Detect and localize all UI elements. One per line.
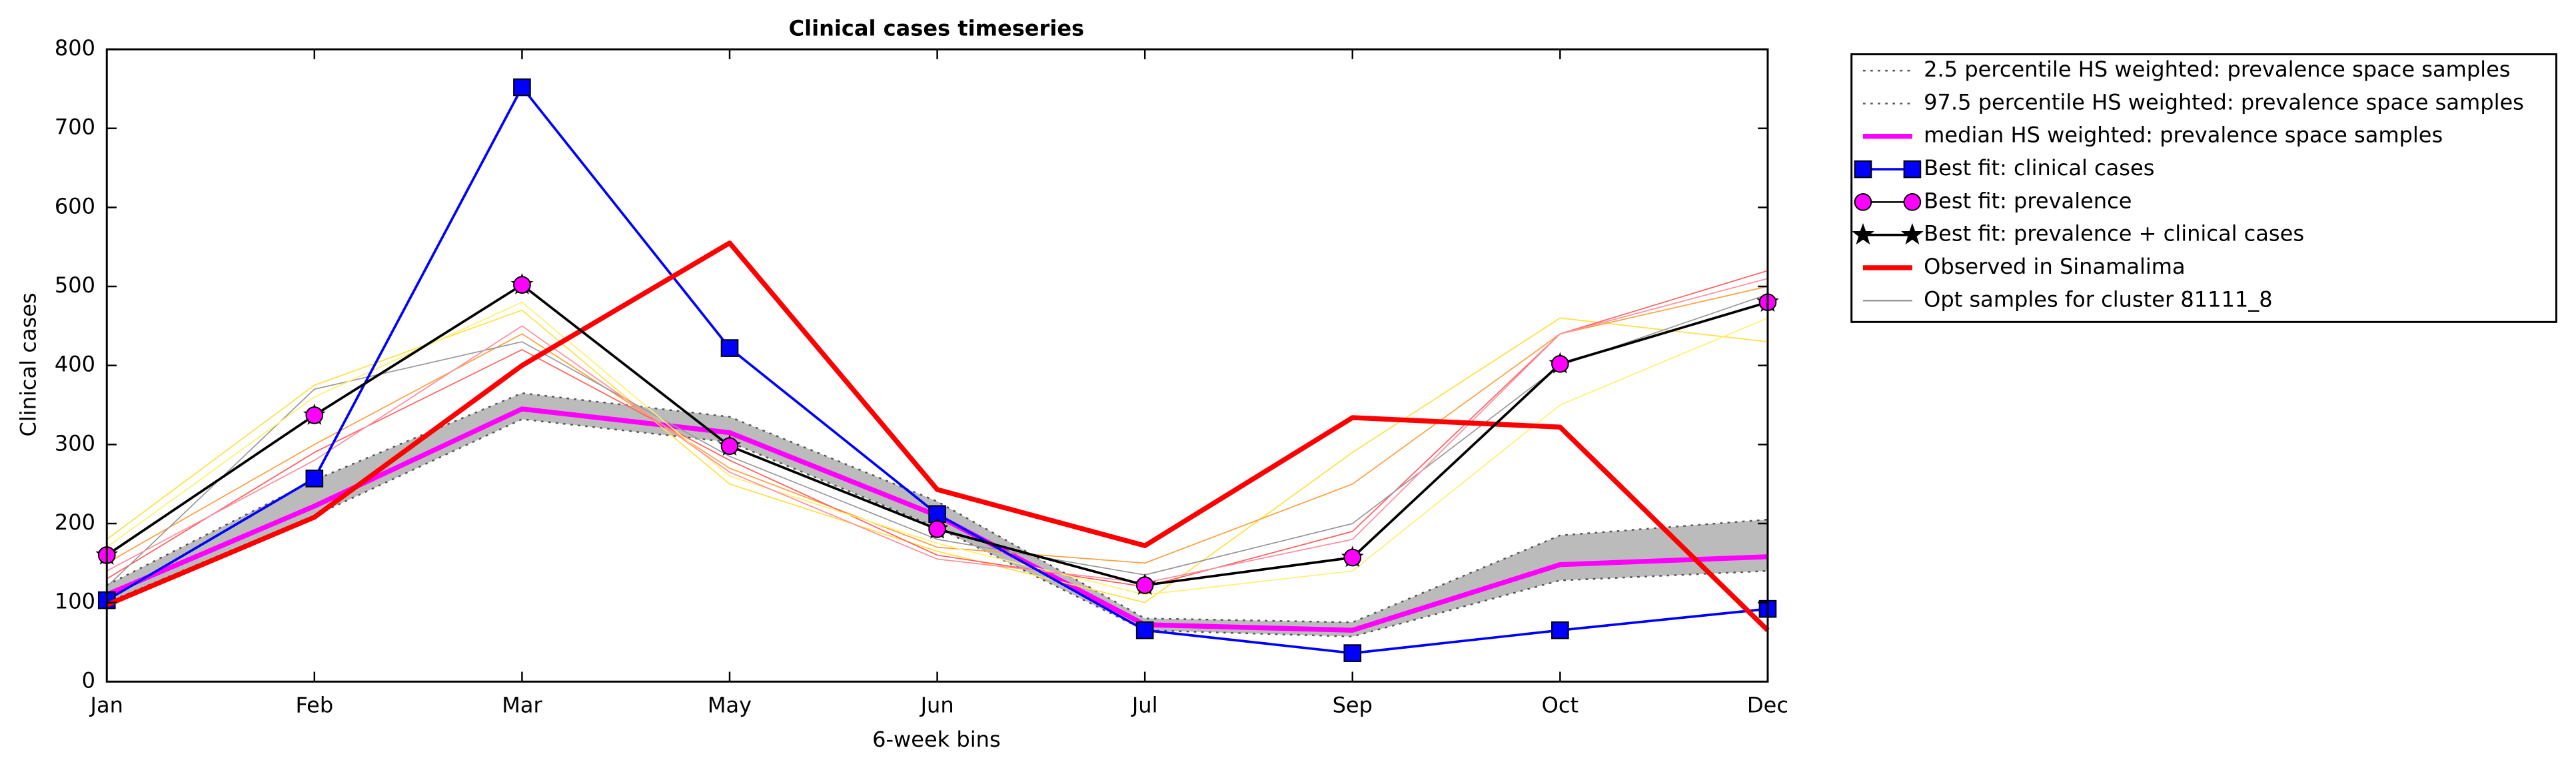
series-line: [106, 301, 1768, 595]
data-point: [305, 406, 324, 424]
data-point: [928, 520, 946, 538]
x-tick-label: Dec: [1747, 692, 1788, 717]
series-line: [106, 270, 1768, 587]
x-tick-label: May: [708, 692, 752, 717]
legend-marker: [1900, 222, 1924, 245]
legend-marker: [1852, 222, 1874, 245]
legend-label: Best fit: prevalence: [1924, 188, 2132, 213]
data-point: [513, 276, 531, 294]
legend-label: 97.5 percentile HS weighted: prevalence …: [1924, 89, 2524, 115]
x-tick-label: Oct: [1542, 692, 1579, 717]
data-point: [1135, 576, 1154, 594]
legend-label: 2.5 percentile HS weighted: prevalence s…: [1924, 57, 2510, 82]
y-tick-label: 400: [55, 352, 95, 377]
x-tick-label: Jan: [89, 692, 123, 717]
y-tick-label: 800: [55, 35, 95, 61]
legend-label: Best fit: clinical cases: [1924, 155, 2154, 181]
legend-label: median HS weighted: prevalence space sam…: [1924, 123, 2443, 148]
legend-marker: [1854, 160, 1872, 179]
series-line: [106, 309, 1768, 603]
y-tick-label: 500: [55, 272, 95, 298]
data-point: [305, 470, 324, 488]
legend-marker: [1903, 160, 1922, 179]
y-axis-label: Clinical cases: [15, 292, 41, 436]
series-line: [106, 392, 1768, 623]
data-point: [1551, 621, 1569, 639]
y-tick-label: 700: [55, 115, 95, 140]
data-point: [1551, 354, 1569, 373]
series-line: [106, 286, 1768, 564]
x-tick-label: Feb: [295, 692, 333, 717]
legend-label: Observed in Sinamalima: [1924, 254, 2185, 279]
y-tick-label: 100: [55, 589, 95, 614]
legend-marker: [1854, 193, 1872, 211]
y-tick-label: 200: [55, 510, 95, 535]
data-point: [720, 339, 739, 357]
series-line: [106, 278, 1768, 583]
legend-box: [1850, 53, 2557, 323]
x-tick-label: Jul: [1131, 692, 1158, 717]
legend-marker: [1903, 193, 1922, 211]
x-tick-label: Sep: [1333, 692, 1373, 717]
legend-label: Opt samples for cluster 81111_8: [1924, 286, 2273, 312]
data-point: [513, 78, 531, 97]
legend-label: Best fit: prevalence + clinical cases: [1924, 221, 2304, 246]
chart-title: Clinical cases timeseries: [789, 15, 1085, 41]
x-axis-label: 6-week bins: [872, 727, 1001, 752]
data-point: [1343, 644, 1362, 662]
x-tick-label: Jun: [920, 692, 954, 717]
y-tick-label: 0: [82, 667, 95, 693]
series-line: [105, 240, 1770, 632]
data-point: [720, 437, 739, 456]
y-tick-label: 600: [55, 193, 95, 218]
y-tick-label: 300: [55, 430, 95, 456]
x-tick-label: Mar: [502, 692, 542, 717]
series-line: [106, 294, 1768, 587]
data-point: [1135, 621, 1154, 639]
data-point: [1343, 548, 1362, 567]
